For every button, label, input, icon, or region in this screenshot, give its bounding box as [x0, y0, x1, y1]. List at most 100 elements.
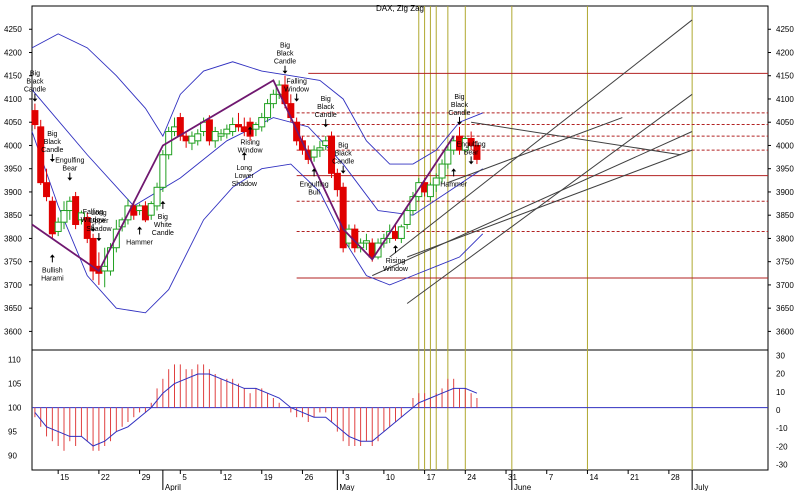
- candle-body: [432, 177, 440, 186]
- candle-body: [37, 126, 45, 184]
- candle-body: [77, 212, 85, 221]
- annotation-label: Long: [91, 210, 107, 217]
- annotation-label: Falling: [286, 79, 307, 86]
- annotation-label: Candle: [274, 59, 296, 66]
- candle-body: [89, 237, 97, 272]
- candle-body: [392, 230, 400, 239]
- annotation-label: Harami: [41, 275, 64, 282]
- candle-body: [473, 144, 481, 160]
- candle-body: [141, 205, 149, 221]
- left-y-tick-label: 3750: [4, 258, 22, 267]
- x-tick-label: 21: [630, 473, 639, 482]
- annotation-label: Black: [276, 51, 294, 58]
- candle-body: [48, 200, 56, 235]
- annotation-arrowhead: [294, 98, 300, 102]
- annotation-label: Hammer: [126, 239, 154, 246]
- right-y-tick-label: 4050: [776, 118, 794, 127]
- candle-body: [426, 184, 434, 198]
- candle-body: [339, 186, 347, 249]
- left-y-tick-label: 4150: [4, 72, 22, 81]
- oscillator-right-tick-label: 20: [776, 370, 785, 379]
- candle-body: [264, 103, 272, 119]
- candle-body: [31, 110, 39, 126]
- left-y-tick-label: 4250: [4, 25, 22, 34]
- x-tick-label: 17: [427, 473, 436, 482]
- left-y-tick-label: 3700: [4, 281, 22, 290]
- left-y-tick-label: 4100: [4, 95, 22, 104]
- oscillator-right-tick-label: 30: [776, 351, 785, 360]
- x-tick-label: 10: [386, 473, 395, 482]
- left-y-tick-label: 3800: [4, 234, 22, 243]
- candle-body: [83, 217, 91, 239]
- annotation-label: Bear: [464, 149, 479, 156]
- candle-body: [136, 205, 144, 212]
- left-y-tick-label: 4050: [4, 118, 22, 127]
- candle-body: [240, 126, 248, 133]
- candle-body: [269, 93, 277, 105]
- oscillator-left-tick-label: 110: [8, 356, 21, 365]
- candle-body: [316, 147, 324, 151]
- right-y-tick-label: 4100: [776, 95, 794, 104]
- annotation-arrowhead: [456, 121, 462, 125]
- right-y-tick-label: 3650: [776, 304, 794, 313]
- candle-body: [147, 203, 155, 216]
- month-label: April: [165, 483, 181, 491]
- oscillator-right-tick-label: 10: [776, 388, 785, 397]
- annotation-label: Window: [284, 87, 310, 94]
- candle-body: [403, 210, 411, 225]
- right-y-tick-label: 4150: [776, 72, 794, 81]
- annotation-label: Black: [451, 102, 469, 109]
- x-tick-label: 26: [304, 473, 313, 482]
- annotation-label: Lower: [235, 173, 255, 180]
- left-y-tick-label: 4000: [4, 141, 22, 150]
- annotation-label: Rising: [240, 140, 260, 147]
- annotation-label: Big: [321, 96, 331, 103]
- annotation-arrowhead: [241, 152, 247, 156]
- annotation-label: Bear: [62, 166, 77, 173]
- annotation-label: Rising: [386, 258, 406, 265]
- x-tick-label: 12: [223, 473, 232, 482]
- candle-body: [229, 124, 237, 133]
- annotation-label: Engulfing: [299, 181, 328, 188]
- annotation-label: Window: [383, 266, 409, 273]
- x-tick-label: 28: [671, 473, 680, 482]
- candle-body: [54, 221, 62, 232]
- right-y-tick-label: 3600: [776, 327, 794, 336]
- annotation-label: Bull: [308, 189, 320, 196]
- annotation-label: Candle: [448, 110, 470, 117]
- candle-body: [467, 137, 475, 146]
- trend-line: [406, 149, 693, 258]
- oscillator-right-tick-label: -20: [776, 442, 788, 451]
- annotation-arrowhead: [282, 70, 288, 74]
- price-panel-frame: [31, 5, 769, 351]
- annotation-arrowhead: [49, 254, 55, 258]
- oscillator-line: [34, 373, 478, 447]
- left-y-tick-label: 3850: [4, 211, 22, 220]
- annotation-label: Falling: [83, 209, 104, 216]
- oscillator-left-tick-label: 100: [8, 404, 22, 413]
- annotation-label: Candle: [24, 87, 46, 94]
- annotation-label: Big: [30, 71, 40, 78]
- left-y-tick-label: 3650: [4, 304, 22, 313]
- annotation-label: Bullish: [42, 267, 63, 274]
- annotation-arrowhead: [323, 124, 329, 128]
- chart-title: DAX, Zig Zag: [376, 4, 424, 13]
- x-tick-label: 29: [142, 473, 151, 482]
- annotation-label: Long: [237, 165, 253, 172]
- left-y-tick-label: 3600: [4, 327, 22, 336]
- month-label: June: [514, 483, 532, 491]
- right-y-tick-label: 3750: [776, 258, 794, 267]
- x-tick-label: 24: [467, 473, 476, 482]
- candle-body: [211, 131, 219, 142]
- month-label: July: [694, 483, 708, 491]
- annotation-label: Candle: [152, 230, 174, 237]
- annotation-label: Big: [47, 131, 57, 138]
- annotation-label: Black: [26, 79, 44, 86]
- candle-body: [188, 135, 196, 144]
- x-tick-label: 15: [60, 473, 69, 482]
- trend-line: [406, 93, 693, 304]
- trend-line: [447, 117, 623, 184]
- annotation-arrowhead: [160, 200, 166, 204]
